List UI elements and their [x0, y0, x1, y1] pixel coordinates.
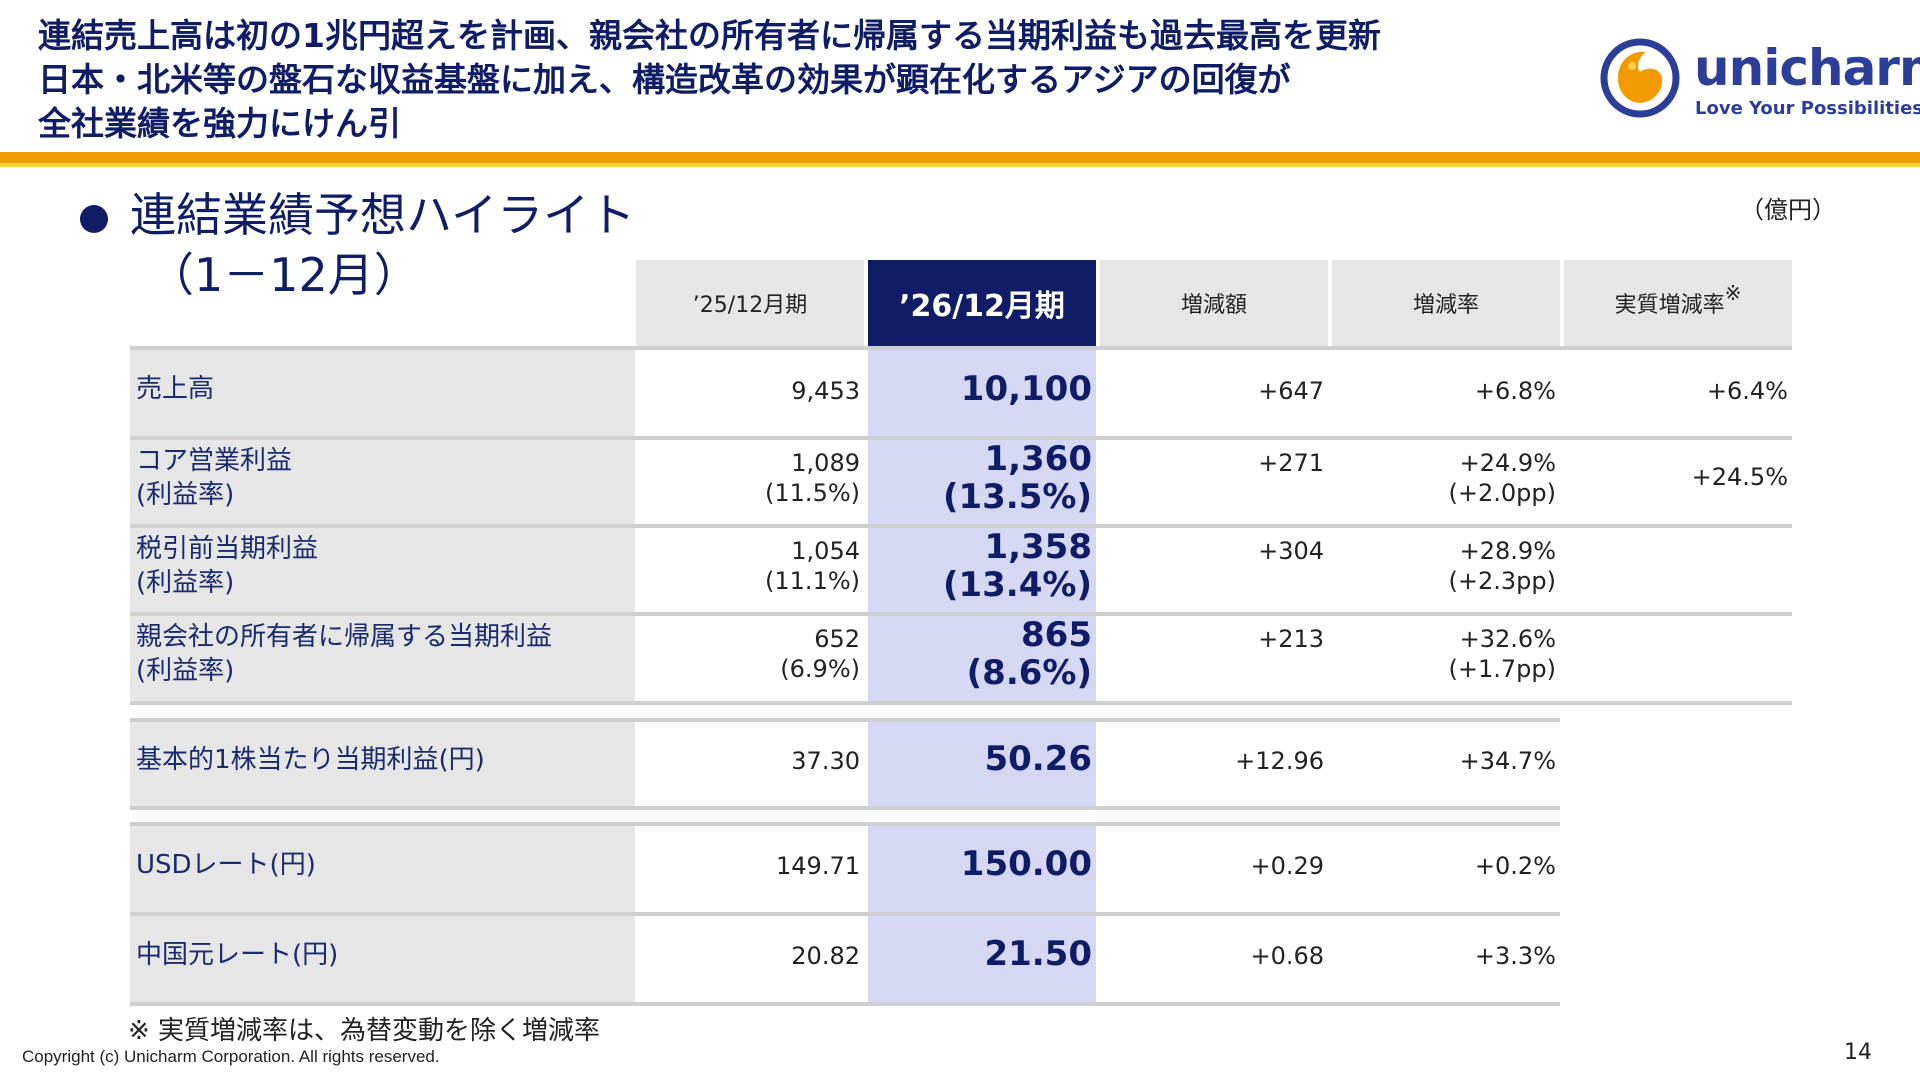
row-separator	[130, 346, 1792, 350]
label-bg-row-7	[130, 916, 635, 1004]
headline-line-2: 日本・北米等の盤石な収益基盤に加え、構造改革の効果が顕在化するアジアの回復が	[38, 60, 1291, 99]
logo-tagline: Love Your Possibilities	[1695, 98, 1920, 119]
sales-rate: +6.8%	[1474, 377, 1556, 405]
usd-change: +0.29	[1250, 852, 1324, 880]
headline-line-3: 全社業績を強力にけん引	[38, 104, 401, 143]
row-label-pretax-profit: 税引前当期利益	[136, 534, 319, 564]
page-number: 14	[1844, 1040, 1872, 1065]
pretax-prev: 1,054	[791, 537, 860, 565]
core-op-prev-margin: (11.5%)	[765, 479, 860, 507]
pretax-rate-pp: (+2.3pp)	[1448, 567, 1556, 595]
label-bg-row-1	[130, 350, 635, 436]
footnote: ※ 実質増減率は、為替変動を除く増減率	[128, 1016, 601, 1046]
core-op-prev: 1,089	[791, 449, 860, 477]
core-op-real-rate: +24.5%	[1691, 463, 1788, 491]
header-real-rate: 実質増減率 ※	[1564, 260, 1792, 346]
row-label-eps: 基本的1株当たり当期利益(円)	[136, 745, 485, 775]
row-label-core-op-profit: コア営業利益	[136, 446, 293, 476]
eps-prev: 37.30	[791, 747, 860, 775]
net-profit-current: 865	[1021, 615, 1092, 655]
pretax-current-margin: (13.4%)	[942, 565, 1092, 605]
row-label-margin: (利益率)	[136, 656, 235, 686]
header-rule-orange	[0, 152, 1920, 163]
pretax-current: 1,358	[984, 527, 1092, 567]
eps-current: 50.26	[984, 739, 1092, 779]
sales-change: +647	[1258, 377, 1324, 405]
row-separator	[130, 806, 1560, 810]
row-label-sales: 売上高	[136, 374, 215, 404]
row-separator	[130, 436, 1792, 440]
row-separator	[130, 718, 1560, 722]
cny-prev: 20.82	[791, 942, 860, 970]
headline: 連結売上高は初の1兆円超えを計画、親会社の所有者に帰属する当期利益も過去最高を更…	[38, 14, 1578, 146]
pretax-rate: +28.9%	[1459, 537, 1556, 565]
row-label-net-profit: 親会社の所有者に帰属する当期利益	[136, 622, 553, 652]
cny-current: 21.50	[984, 934, 1092, 974]
pretax-prev-margin: (11.1%)	[765, 567, 860, 595]
row-label-margin: (利益率)	[136, 568, 235, 598]
header-real-rate-label: 実質増減率	[1614, 293, 1725, 318]
core-op-rate-pp: (+2.0pp)	[1448, 479, 1556, 507]
row-separator	[130, 612, 1792, 616]
row-separator	[130, 701, 1792, 705]
cny-rate: +3.3%	[1474, 942, 1556, 970]
copyright: Copyright (c) Unicharm Corporation. All …	[22, 1047, 440, 1066]
header-rate: 増減率	[1332, 260, 1560, 346]
header-real-rate-mark: ※	[1724, 281, 1742, 305]
eps-rate: +34.7%	[1459, 747, 1556, 775]
row-separator	[130, 912, 1560, 916]
usd-rate: +0.2%	[1474, 852, 1556, 880]
label-bg-row-4	[130, 616, 635, 705]
net-profit-change: +213	[1258, 625, 1324, 653]
header-change: 増減額	[1100, 260, 1328, 346]
net-profit-prev-margin: (6.9%)	[780, 655, 860, 683]
unicharm-logo-icon	[1600, 38, 1680, 118]
header-current-year: ’26/12月期	[868, 260, 1096, 346]
current-column-bg-block2	[868, 722, 1096, 808]
section-period: （1－12月）	[148, 248, 420, 302]
usd-prev: 149.71	[776, 852, 860, 880]
label-bg-row-6	[130, 826, 635, 912]
header-prev-year: ’25/12月期	[636, 260, 864, 346]
sales-prev: 9,453	[791, 377, 860, 405]
label-bg-row-3	[130, 528, 635, 612]
logo-wordmark: unicharm	[1694, 39, 1920, 97]
row-label-usd-rate: USDレート(円)	[136, 850, 316, 880]
net-profit-current-margin: (8.6%)	[966, 653, 1092, 693]
headline-line-1: 連結売上高は初の1兆円超えを計画、親会社の所有者に帰属する当期利益も過去最高を更…	[38, 16, 1381, 55]
cny-change: +0.68	[1250, 942, 1324, 970]
sales-real-rate: +6.4%	[1706, 377, 1788, 405]
row-label-cny-rate: 中国元レート(円)	[136, 940, 339, 970]
net-profit-rate-pp: (+1.7pp)	[1448, 655, 1556, 683]
net-profit-prev: 652	[814, 625, 860, 653]
pretax-change: +304	[1258, 537, 1324, 565]
row-label-margin: (利益率)	[136, 480, 235, 510]
row-separator	[130, 1002, 1560, 1006]
usd-current: 150.00	[960, 844, 1092, 884]
eps-change: +12.96	[1235, 747, 1324, 775]
sales-current: 10,100	[960, 369, 1092, 409]
row-separator	[130, 524, 1792, 528]
row-separator	[130, 822, 1560, 826]
company-logo: unicharm Love Your Possibilities	[1598, 36, 1920, 124]
core-op-current-margin: (13.5%)	[942, 477, 1092, 517]
section-title: 連結業績予想ハイライト	[130, 188, 636, 242]
core-op-change: +271	[1258, 449, 1324, 477]
unit-label: （億円）	[1740, 196, 1836, 224]
core-op-rate: +24.9%	[1459, 449, 1556, 477]
net-profit-rate: +32.6%	[1459, 625, 1556, 653]
core-op-current: 1,360	[984, 439, 1092, 479]
header-rule-yellow	[0, 163, 1920, 167]
section-bullet-icon	[80, 205, 108, 233]
label-bg-row-5	[130, 722, 635, 808]
label-bg-row-2	[130, 440, 635, 524]
